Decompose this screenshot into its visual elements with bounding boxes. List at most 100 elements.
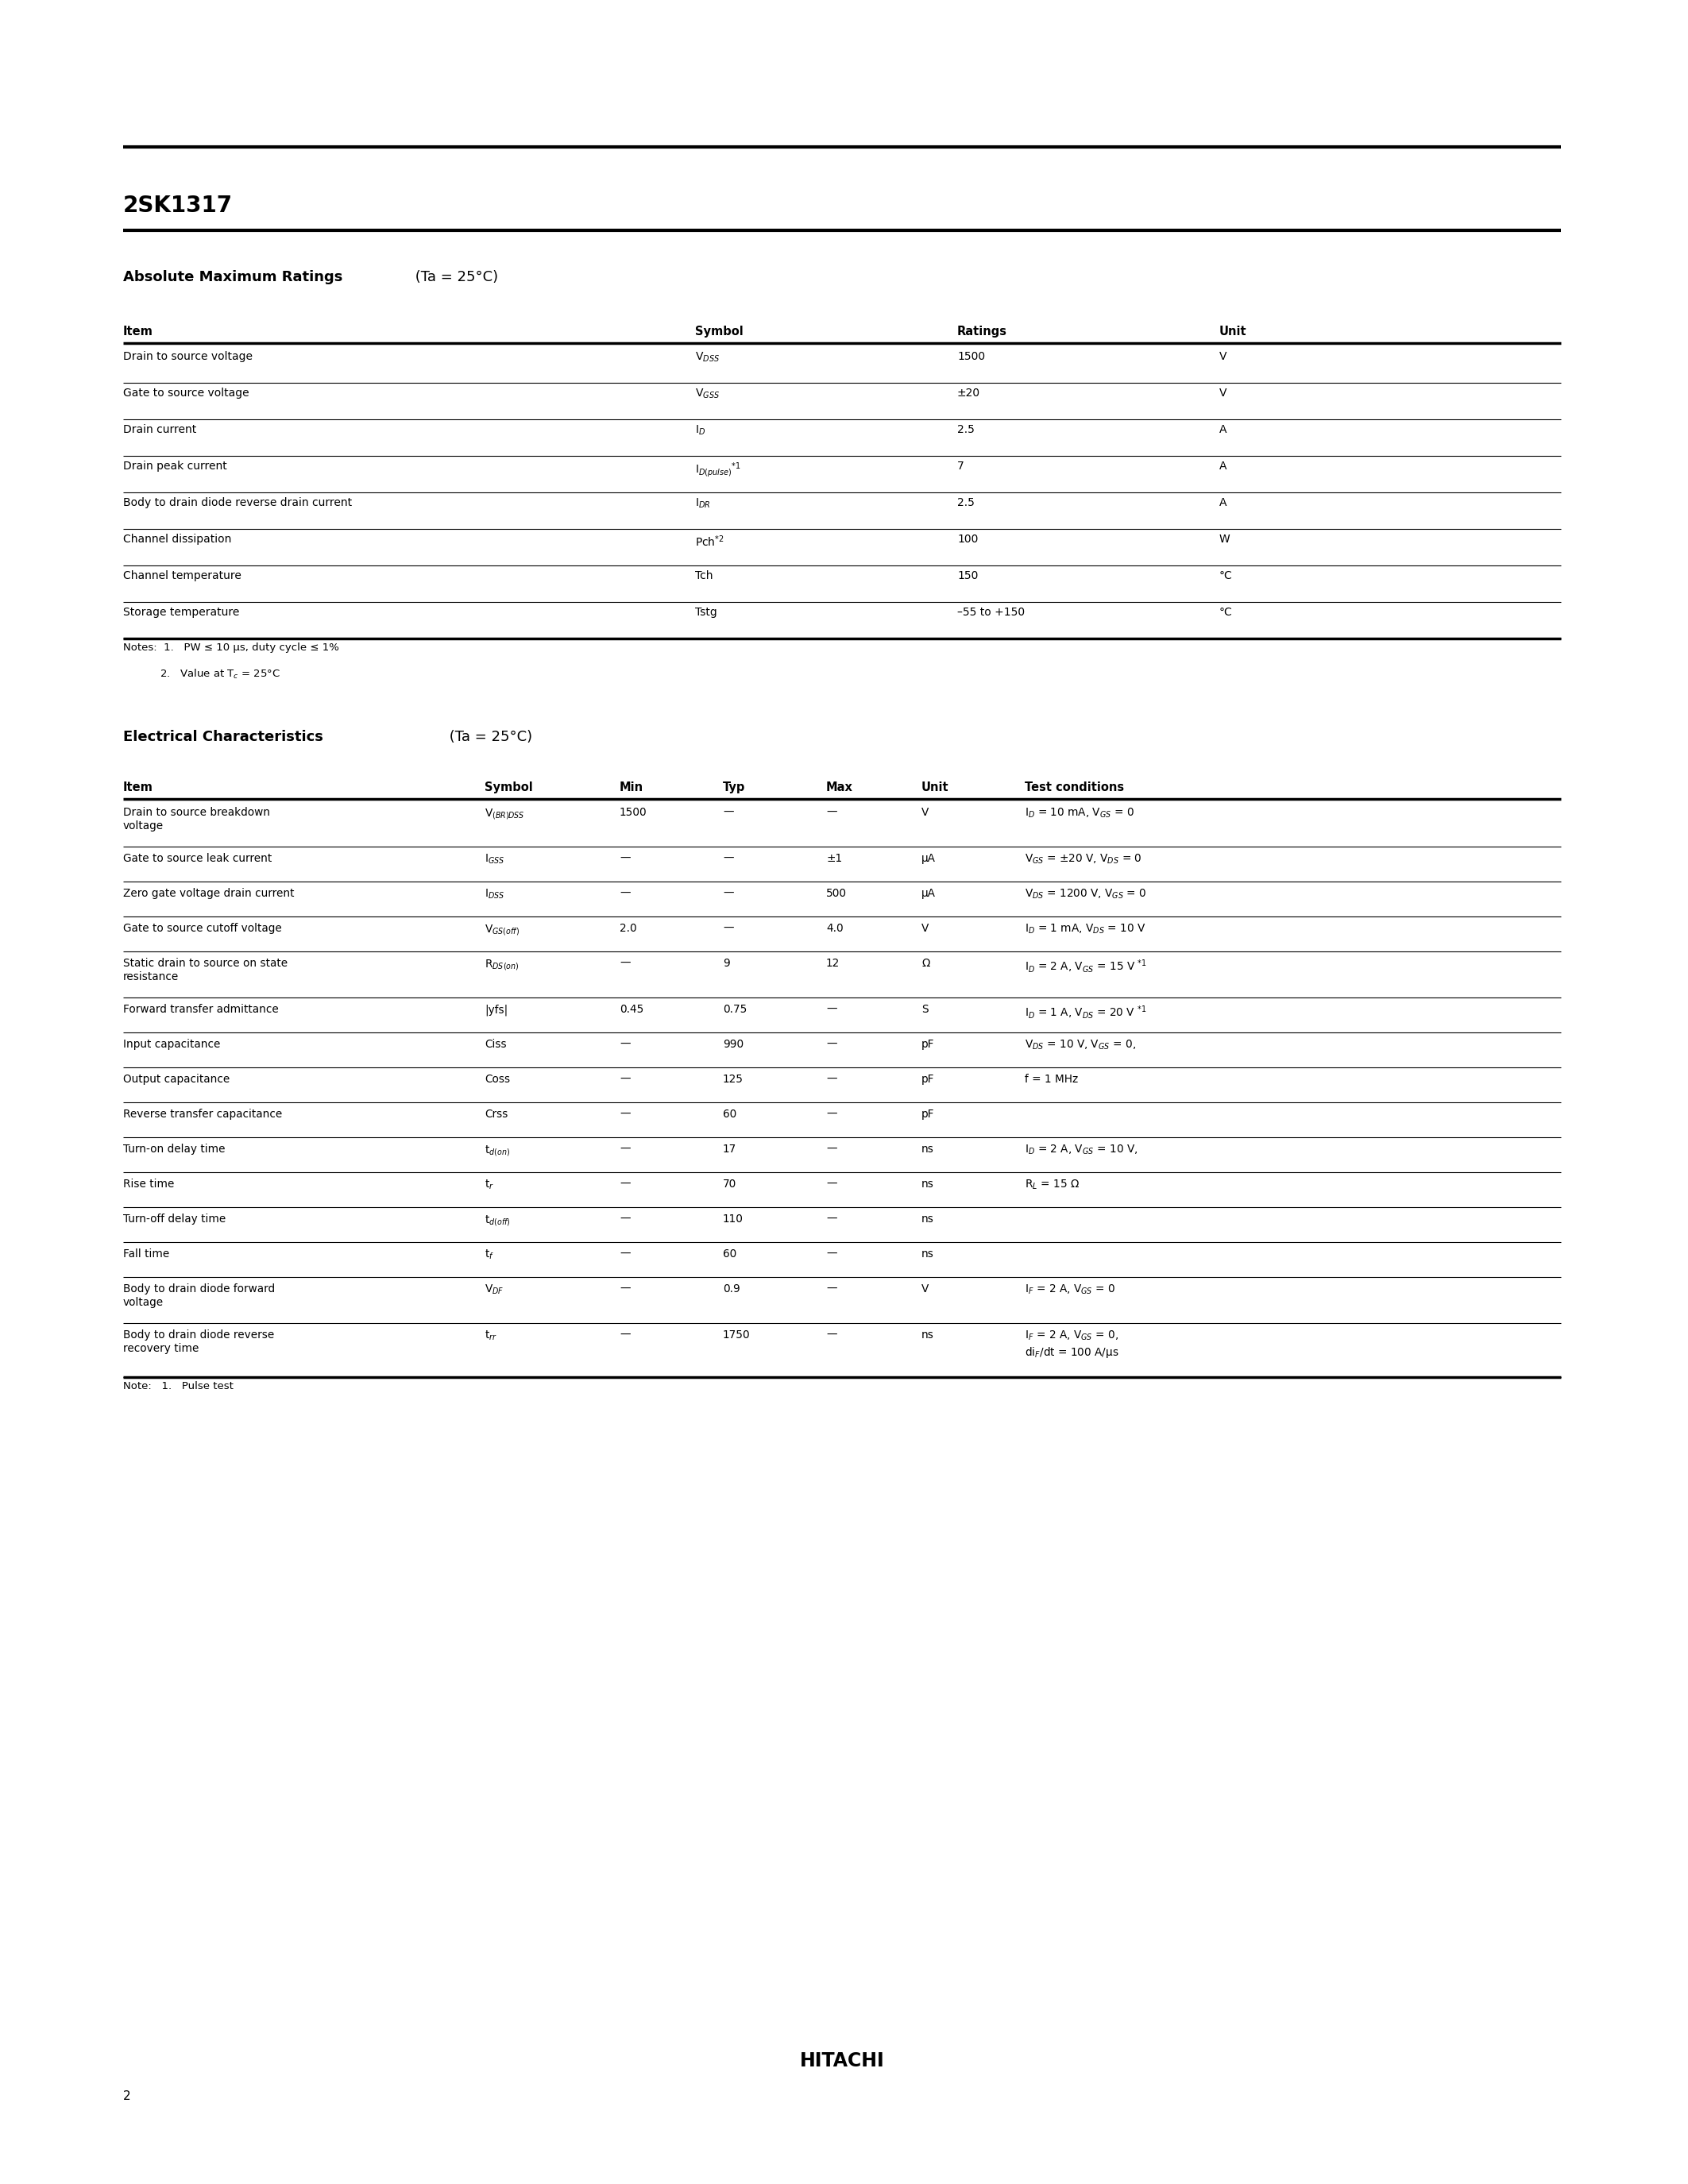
- Text: —: —: [825, 1284, 837, 1295]
- Text: Note:   1.   Pulse test: Note: 1. Pulse test: [123, 1380, 233, 1391]
- Text: —: —: [825, 1214, 837, 1225]
- Text: V$_{DF}$: V$_{DF}$: [484, 1284, 505, 1297]
- Text: Body to drain diode reverse
recovery time: Body to drain diode reverse recovery tim…: [123, 1330, 273, 1354]
- Text: 2.   Value at T$_{c}$ = 25°C: 2. Value at T$_{c}$ = 25°C: [123, 668, 280, 681]
- Text: 125: 125: [722, 1075, 743, 1085]
- Text: V$_{DS}$ = 10 V, V$_{GS}$ = 0,: V$_{DS}$ = 10 V, V$_{GS}$ = 0,: [1025, 1040, 1136, 1053]
- Text: HITACHI: HITACHI: [800, 2051, 885, 2070]
- Text: |yfs|: |yfs|: [484, 1005, 508, 1016]
- Text: Forward transfer admittance: Forward transfer admittance: [123, 1005, 279, 1016]
- Text: Notes:  1.   PW ≤ 10 μs, duty cycle ≤ 1%: Notes: 1. PW ≤ 10 μs, duty cycle ≤ 1%: [123, 642, 339, 653]
- Text: Item: Item: [123, 325, 154, 339]
- Text: —: —: [619, 889, 630, 900]
- Text: Channel dissipation: Channel dissipation: [123, 533, 231, 544]
- Text: 60: 60: [722, 1249, 736, 1260]
- Text: 100: 100: [957, 533, 977, 544]
- Text: —: —: [825, 1040, 837, 1051]
- Text: —: —: [619, 1249, 630, 1260]
- Text: (Ta = 25°C): (Ta = 25°C): [446, 729, 532, 745]
- Text: R$_{L}$ = 15 Ω: R$_{L}$ = 15 Ω: [1025, 1179, 1080, 1192]
- Text: —: —: [619, 1109, 630, 1120]
- Text: μA: μA: [922, 854, 935, 865]
- Text: Drain current: Drain current: [123, 424, 196, 435]
- Text: —: —: [619, 1284, 630, 1295]
- Text: Output capacitance: Output capacitance: [123, 1075, 230, 1085]
- Text: —: —: [619, 1040, 630, 1051]
- Text: ns: ns: [922, 1214, 933, 1225]
- Text: 1750: 1750: [722, 1330, 751, 1341]
- Text: V$_{(BR)DSS}$: V$_{(BR)DSS}$: [484, 806, 525, 821]
- Text: μA: μA: [922, 889, 935, 900]
- Text: I$_{D}$ = 2 A, V$_{GS}$ = 10 V,: I$_{D}$ = 2 A, V$_{GS}$ = 10 V,: [1025, 1144, 1138, 1158]
- Text: 500: 500: [825, 889, 847, 900]
- Text: A: A: [1219, 424, 1227, 435]
- Text: Ω: Ω: [922, 959, 930, 970]
- Text: I$_{DR}$: I$_{DR}$: [695, 498, 711, 511]
- Text: I$_{D}$ = 1 mA, V$_{DS}$ = 10 V: I$_{D}$ = 1 mA, V$_{DS}$ = 10 V: [1025, 924, 1146, 937]
- Text: V: V: [922, 924, 928, 935]
- Text: Static drain to source on state
resistance: Static drain to source on state resistan…: [123, 959, 287, 983]
- Text: 1500: 1500: [619, 806, 647, 819]
- Text: V: V: [1219, 387, 1227, 400]
- Text: t$_{r}$: t$_{r}$: [484, 1179, 495, 1192]
- Text: —: —: [722, 889, 734, 900]
- Text: pF: pF: [922, 1040, 935, 1051]
- Text: °C: °C: [1219, 607, 1232, 618]
- Text: Rise time: Rise time: [123, 1179, 174, 1190]
- Text: I$_{GSS}$: I$_{GSS}$: [484, 854, 505, 867]
- Text: ns: ns: [922, 1179, 933, 1190]
- Text: Turn-on delay time: Turn-on delay time: [123, 1144, 225, 1155]
- Text: —: —: [619, 1144, 630, 1155]
- Text: Symbol: Symbol: [484, 782, 533, 793]
- Text: Crss: Crss: [484, 1109, 508, 1120]
- Text: 990: 990: [722, 1040, 744, 1051]
- Text: R$_{DS(on)}$: R$_{DS(on)}$: [484, 959, 520, 972]
- Text: A: A: [1219, 498, 1227, 509]
- Text: —: —: [722, 806, 734, 819]
- Text: Gate to source voltage: Gate to source voltage: [123, 387, 250, 400]
- Text: Pch$^{*2}$: Pch$^{*2}$: [695, 533, 724, 548]
- Text: t$_{f}$: t$_{f}$: [484, 1249, 495, 1262]
- Text: I$_{D}$ = 10 mA, V$_{GS}$ = 0: I$_{D}$ = 10 mA, V$_{GS}$ = 0: [1025, 806, 1134, 819]
- Text: Ratings: Ratings: [957, 325, 1008, 339]
- Text: 2.0: 2.0: [619, 924, 636, 935]
- Text: 1500: 1500: [957, 352, 986, 363]
- Text: V: V: [922, 806, 928, 819]
- Text: ns: ns: [922, 1144, 933, 1155]
- Text: Reverse transfer capacitance: Reverse transfer capacitance: [123, 1109, 282, 1120]
- Text: —: —: [619, 1075, 630, 1085]
- Text: V: V: [1219, 352, 1227, 363]
- Text: —: —: [825, 1249, 837, 1260]
- Text: f = 1 MHz: f = 1 MHz: [1025, 1075, 1079, 1085]
- Text: —: —: [825, 1075, 837, 1085]
- Text: —: —: [825, 1179, 837, 1190]
- Text: Item: Item: [123, 782, 154, 793]
- Text: 2.5: 2.5: [957, 498, 974, 509]
- Text: (Ta = 25°C): (Ta = 25°C): [410, 271, 498, 284]
- Text: t$_{rr}$: t$_{rr}$: [484, 1330, 496, 1343]
- Text: Drain to source voltage: Drain to source voltage: [123, 352, 253, 363]
- Text: t$_{d(on)}$: t$_{d(on)}$: [484, 1144, 510, 1158]
- Text: Tstg: Tstg: [695, 607, 717, 618]
- Text: —: —: [825, 1109, 837, 1120]
- Text: –55 to +150: –55 to +150: [957, 607, 1025, 618]
- Text: Drain peak current: Drain peak current: [123, 461, 226, 472]
- Text: Typ: Typ: [722, 782, 746, 793]
- Text: W: W: [1219, 533, 1231, 544]
- Text: 4.0: 4.0: [825, 924, 844, 935]
- Text: —: —: [825, 806, 837, 819]
- Text: —: —: [619, 854, 630, 865]
- Text: Body to drain diode reverse drain current: Body to drain diode reverse drain curren…: [123, 498, 353, 509]
- Text: 12: 12: [825, 959, 841, 970]
- Text: —: —: [825, 1330, 837, 1341]
- Text: Min: Min: [619, 782, 643, 793]
- Text: V$_{GSS}$: V$_{GSS}$: [695, 387, 719, 400]
- Text: ±1: ±1: [825, 854, 842, 865]
- Text: ns: ns: [922, 1249, 933, 1260]
- Text: Zero gate voltage drain current: Zero gate voltage drain current: [123, 889, 294, 900]
- Text: Coss: Coss: [484, 1075, 510, 1085]
- Text: I$_{D}$ = 2 A, V$_{GS}$ = 15 V $^{*1}$: I$_{D}$ = 2 A, V$_{GS}$ = 15 V $^{*1}$: [1025, 959, 1146, 974]
- Text: 150: 150: [957, 570, 977, 581]
- Text: Test conditions: Test conditions: [1025, 782, 1124, 793]
- Text: 7: 7: [957, 461, 964, 472]
